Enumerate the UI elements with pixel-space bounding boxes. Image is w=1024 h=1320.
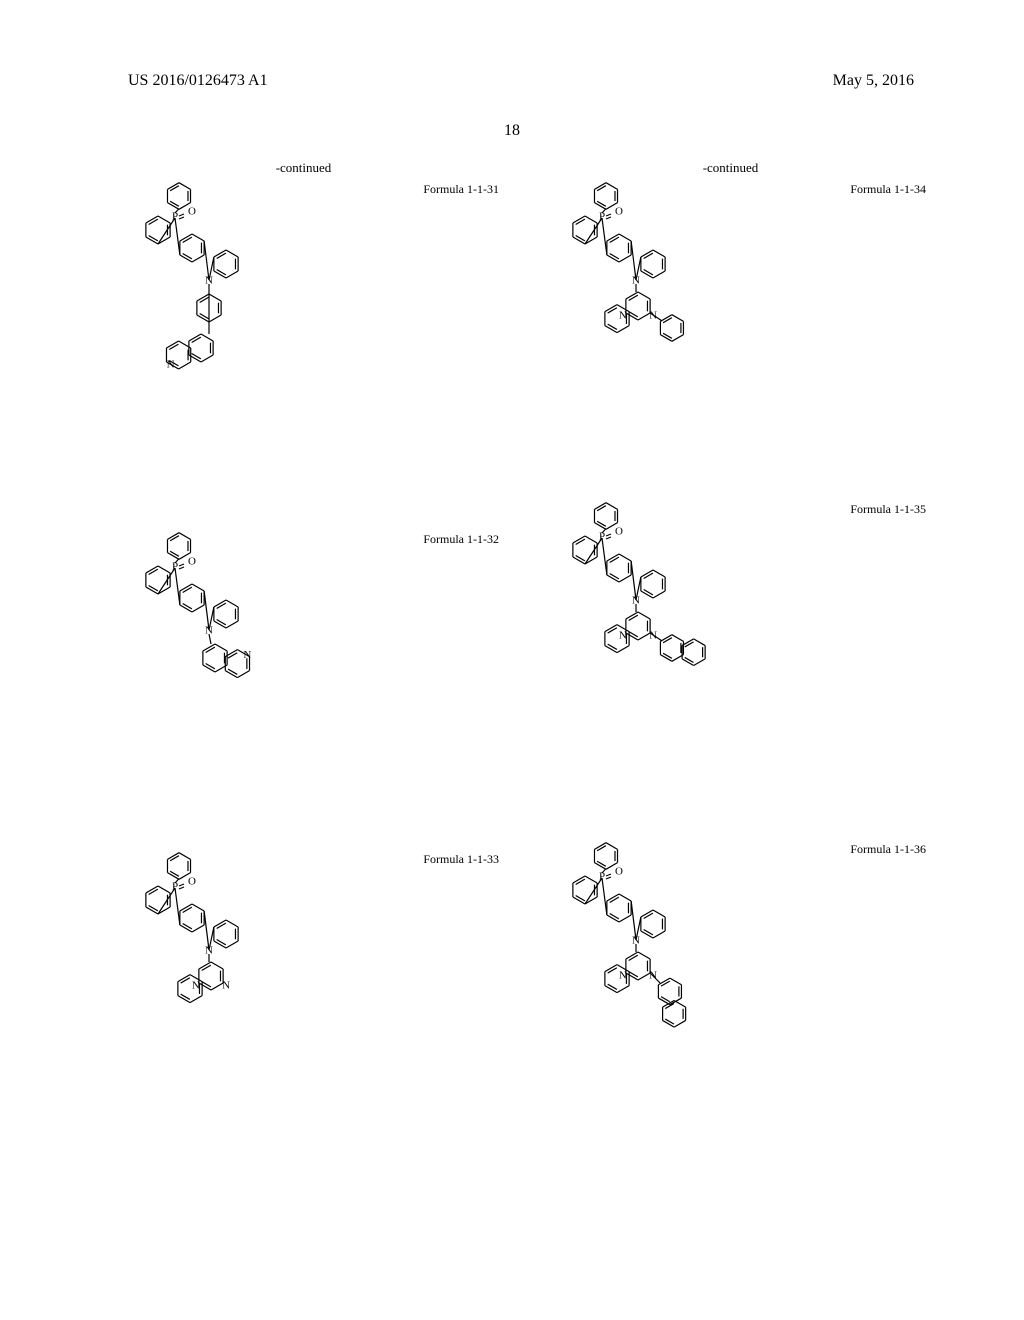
svg-text:O: O [188,556,196,568]
formula-label: Formula 1-1-36 [850,842,926,857]
svg-text:O: O [188,206,196,218]
formula-label: Formula 1-1-32 [423,532,499,547]
publication-date: May 5, 2016 [833,72,914,90]
formula-block: Formula 1-1-31PONN [100,182,507,532]
svg-text:O: O [615,206,623,218]
svg-text:N: N [243,649,251,661]
continued-label-right: -continued [527,160,934,176]
formula-block: Formula 1-1-35PONNN [527,502,934,842]
svg-text:O: O [188,876,196,888]
svg-text:N: N [192,980,200,992]
formula-block: Formula 1-1-36PONNN [527,842,934,1202]
svg-text:O: O [615,866,623,878]
svg-text:N: N [222,980,230,992]
svg-text:O: O [615,526,623,538]
publication-id: US 2016/0126473 A1 [128,72,268,90]
chemical-structure: PONN [100,532,507,842]
chemical-structure: PONN [100,182,507,522]
chemical-structure: PONNN [527,182,934,492]
formula-label: Formula 1-1-34 [850,182,926,197]
svg-text:N: N [167,359,175,371]
formula-label: Formula 1-1-33 [423,852,499,867]
continued-label-left: -continued [100,160,507,176]
chemical-structure: PONNN [100,852,507,1162]
formula-label: Formula 1-1-31 [423,182,499,197]
chemical-structure: PONNN [527,842,934,1192]
left-column: -continued Formula 1-1-31PONNFormula 1-1… [100,160,507,1260]
svg-text:N: N [619,630,627,642]
formula-block: Formula 1-1-34PONNN [527,182,934,502]
formula-block: Formula 1-1-33PONNN [100,852,507,1172]
content-area: -continued Formula 1-1-31PONNFormula 1-1… [100,160,934,1260]
chemical-structure: PONNN [527,502,934,832]
formula-label: Formula 1-1-35 [850,502,926,517]
page-number: 18 [0,122,1024,140]
formula-block: Formula 1-1-32PONN [100,532,507,852]
svg-text:N: N [619,310,627,322]
right-column: -continued Formula 1-1-34PONNNFormula 1-… [527,160,934,1260]
svg-text:N: N [619,970,627,982]
